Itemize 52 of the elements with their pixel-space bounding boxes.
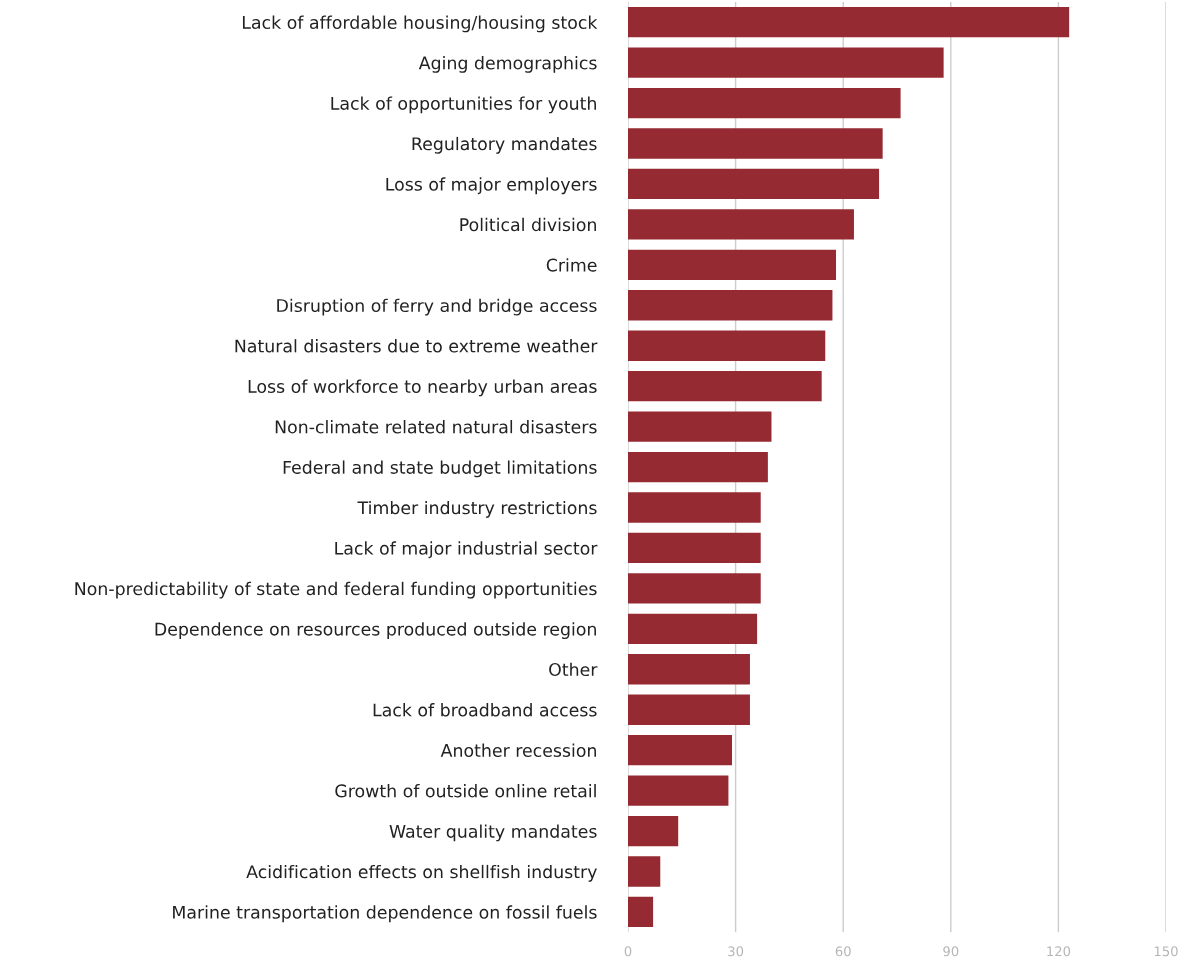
bar — [628, 856, 661, 887]
bar — [628, 87, 901, 119]
y-tick-label: Other — [549, 662, 598, 677]
y-tick-label: Loss of workforce to nearby urban areas — [248, 379, 597, 397]
y-tick-label: Loss of major employers — [386, 177, 597, 195]
x-tick-label: 150 — [1154, 946, 1178, 957]
bar — [628, 47, 944, 78]
y-tick-label: Lack of major industrial sector — [335, 541, 598, 559]
bar — [628, 896, 654, 928]
bar — [628, 775, 729, 806]
bar — [628, 290, 833, 321]
y-tick-label: Natural disasters due to extreme weather — [235, 339, 598, 353]
x-tick-label: 90 — [943, 946, 959, 957]
bar — [628, 815, 679, 847]
y-tick-label: Federal and state budget limitations — [283, 460, 597, 478]
bar — [628, 128, 883, 159]
y-tick-label: Aging demographics — [418, 56, 597, 73]
y-tick-label: Timber industry restrictions — [357, 500, 597, 518]
y-tick-label: Water quality mandates — [389, 824, 597, 842]
y-tick-label: Political division — [460, 217, 596, 232]
bar — [628, 654, 750, 685]
bar — [628, 371, 822, 402]
bar — [628, 492, 761, 523]
y-tick-label: Another recession — [440, 743, 596, 757]
y-tick-label: Lack of affordable housing/housing stock — [242, 15, 598, 33]
x-tick-label: 0 — [624, 946, 632, 957]
bar — [628, 411, 772, 442]
y-tick-label: Crime — [546, 258, 597, 272]
y-tick-label: Disruption of ferry and bridge access — [277, 298, 597, 316]
x-tick-label: 120 — [1047, 946, 1071, 957]
y-tick-label: Dependence on resources produced outside region — [155, 622, 596, 640]
bar — [628, 249, 837, 280]
bar — [628, 532, 761, 564]
bar — [628, 694, 750, 725]
y-tick-label: Acidification effects on shellfish industry — [246, 864, 597, 882]
x-tick-label: 60 — [835, 946, 851, 957]
y-tick-label: Regulatory mandates — [412, 136, 597, 154]
y-tick-label: Non-predictability of state and federal funding opportunities — [75, 581, 597, 599]
bar — [628, 209, 854, 240]
bar — [628, 168, 880, 200]
bar — [628, 451, 768, 483]
y-tick-label: Lack of broadband access — [373, 703, 597, 717]
y-tick-label: Lack of opportunities for youth — [331, 96, 596, 114]
bar — [628, 573, 761, 604]
bar — [628, 613, 758, 644]
x-tick-label: 30 — [728, 946, 744, 957]
y-tick-label: Marine transportation dependence on fossil fuels — [173, 905, 597, 923]
bar — [628, 734, 733, 766]
y-tick-label: Growth of outside online retail — [335, 784, 596, 798]
bar — [628, 330, 826, 361]
bar — [628, 7, 1070, 38]
y-tick-label: Non-climate related natural disasters — [275, 420, 597, 434]
